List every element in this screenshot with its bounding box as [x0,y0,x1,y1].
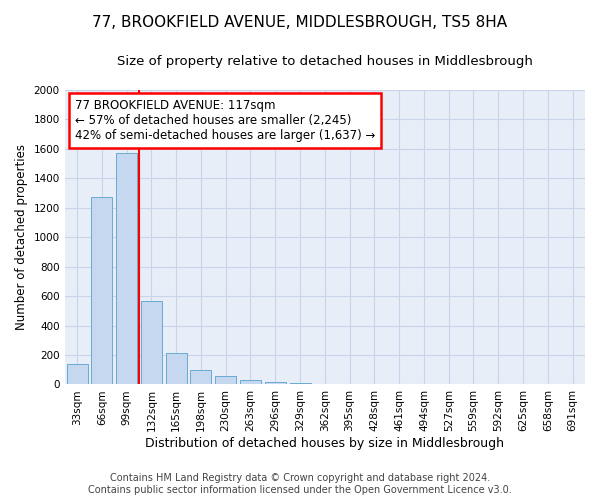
Text: Contains HM Land Registry data © Crown copyright and database right 2024.
Contai: Contains HM Land Registry data © Crown c… [88,474,512,495]
X-axis label: Distribution of detached houses by size in Middlesbrough: Distribution of detached houses by size … [145,437,505,450]
Bar [265,382,286,384]
Bar [166,353,187,384]
Bar [190,370,211,384]
Bar [116,154,137,384]
Text: 77, BROOKFIELD AVENUE, MIDDLESBROUGH, TS5 8HA: 77, BROOKFIELD AVENUE, MIDDLESBROUGH, TS… [92,15,508,30]
Title: Size of property relative to detached houses in Middlesbrough: Size of property relative to detached ho… [117,55,533,68]
Bar [240,380,261,384]
Y-axis label: Number of detached properties: Number of detached properties [15,144,28,330]
Bar [290,383,311,384]
Bar [91,198,112,384]
Bar [67,364,88,384]
Bar [141,300,162,384]
Text: 77 BROOKFIELD AVENUE: 117sqm
← 57% of detached houses are smaller (2,245)
42% of: 77 BROOKFIELD AVENUE: 117sqm ← 57% of de… [75,99,376,142]
Bar [215,376,236,384]
